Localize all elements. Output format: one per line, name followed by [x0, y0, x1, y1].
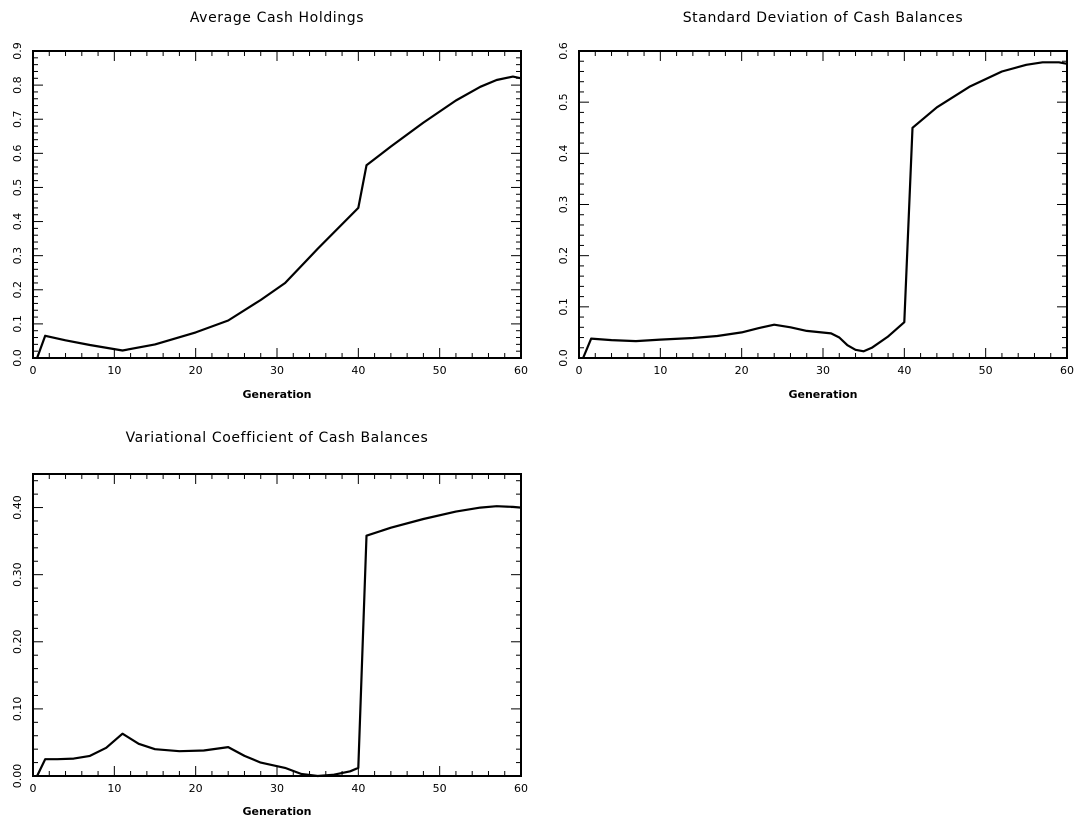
x-tick-label: 50: [979, 364, 993, 377]
plot-frame: [32, 473, 522, 777]
y-tick-label: 0.5: [557, 93, 570, 111]
x-tick-label: 60: [514, 364, 528, 377]
y-tick-label: 0.1: [11, 315, 24, 333]
x-axis-label: Generation: [242, 388, 311, 401]
x-tick-label: 40: [351, 364, 365, 377]
x-axis-label: Generation: [242, 805, 311, 816]
x-tick-label: 10: [107, 364, 121, 377]
x-tick-label: 20: [189, 782, 203, 795]
y-tick-label: 0.3: [557, 196, 570, 214]
x-tick-label: 50: [433, 782, 447, 795]
x-tick-label: 60: [514, 782, 528, 795]
x-tick-label: 20: [189, 364, 203, 377]
y-tick-label: 0.0: [11, 349, 24, 367]
series-line: [36, 505, 522, 778]
chart-title: Variational Coefficient of Cash Balances: [126, 430, 429, 446]
chart-panel: Standard Deviation of Cash Balances 0 10 20…: [557, 10, 1074, 401]
y-tick-label: 0.4: [11, 213, 24, 231]
y-tick-label: 0.9: [11, 42, 24, 60]
x-tick-label: 30: [270, 782, 284, 795]
x-tick-label: 0: [576, 364, 583, 377]
chart-panel: Average Cash Holdings 0 10 20 30 40 50 60 0.0 0.1…: [11, 10, 528, 401]
x-tick-label: 0: [30, 364, 37, 377]
y-tick-label: 0.1: [557, 298, 570, 316]
x-tick-label: 50: [433, 364, 447, 377]
y-tick-label: 0.7: [11, 110, 24, 128]
x-tick-label: 40: [351, 782, 365, 795]
y-tick-label: 0.4: [557, 145, 570, 163]
y-tick-label: 0.10: [11, 697, 24, 722]
series-line: [36, 75, 522, 359]
y-tick-label: 0.3: [11, 247, 24, 265]
x-tick-label: 30: [816, 364, 830, 377]
x-tick-label: 0: [30, 782, 37, 795]
y-tick-label: 0.6: [557, 42, 570, 60]
x-tick-label: 10: [653, 364, 667, 377]
y-tick-label: 0.2: [557, 247, 570, 265]
y-tick-label: 0.0: [557, 349, 570, 367]
x-axis-label: Generation: [788, 388, 857, 401]
chart-title: Standard Deviation of Cash Balances: [683, 10, 964, 26]
x-tick-label: 40: [897, 364, 911, 377]
y-tick-label: 0.8: [11, 76, 24, 94]
x-tick-label: 30: [270, 364, 284, 377]
plot-frame: [32, 50, 522, 359]
y-tick-label: 0.5: [11, 179, 24, 197]
y-tick-label: 0.6: [11, 145, 24, 163]
x-tick-label: 20: [735, 364, 749, 377]
series-line: [582, 61, 1068, 359]
x-tick-label: 60: [1060, 364, 1074, 377]
y-tick-label: 0.00: [11, 764, 24, 789]
y-tick-label: 0.40: [11, 495, 24, 520]
y-tick-label: 0.2: [11, 281, 24, 299]
chart-panel: Variational Coefficient of Cash Balances…: [11, 430, 528, 816]
x-tick-label: 10: [107, 782, 121, 795]
y-tick-label: 0.20: [11, 630, 24, 655]
plot-frame: [578, 50, 1068, 359]
y-tick-label: 0.30: [11, 562, 24, 587]
chart-title: Average Cash Holdings: [190, 10, 364, 26]
